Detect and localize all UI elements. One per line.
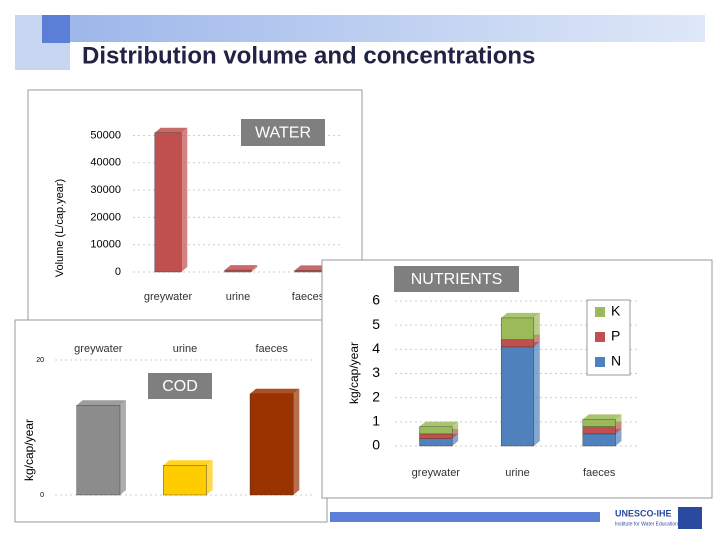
bar-side bbox=[615, 414, 622, 427]
x-tick-label: urine bbox=[226, 291, 250, 303]
chart-label: WATER bbox=[255, 125, 311, 142]
bar bbox=[294, 270, 322, 273]
bar-side bbox=[452, 421, 459, 434]
bar bbox=[249, 393, 294, 496]
x-tick-label: faeces bbox=[255, 343, 288, 355]
y-tick-label: 5 bbox=[372, 316, 380, 332]
bar bbox=[419, 438, 453, 447]
legend-label: P bbox=[611, 328, 620, 344]
y-tick-label: 3 bbox=[372, 364, 380, 380]
bar-side bbox=[533, 312, 540, 340]
bar bbox=[582, 433, 616, 447]
x-tick-label: faeces bbox=[583, 467, 616, 479]
y-tick-label: 0 bbox=[40, 492, 44, 499]
y-tick-label: 2 bbox=[372, 388, 380, 404]
bar bbox=[76, 405, 121, 496]
bar-side bbox=[181, 127, 188, 272]
y-tick-label: 20000 bbox=[90, 211, 121, 223]
legend-box bbox=[586, 299, 631, 376]
bar-top bbox=[419, 421, 459, 427]
y-axis-label: kg/cap/year bbox=[22, 419, 36, 481]
bar-side bbox=[452, 433, 459, 446]
x-tick-label: greywater bbox=[412, 467, 461, 479]
bar bbox=[419, 433, 453, 439]
chart-label: COD bbox=[162, 378, 198, 395]
bar-side bbox=[206, 460, 213, 495]
bar bbox=[224, 269, 252, 273]
legend-swatch bbox=[595, 307, 605, 317]
logo-icon bbox=[678, 507, 702, 529]
bar-top bbox=[250, 388, 300, 394]
x-tick-label: greywater bbox=[144, 291, 193, 303]
chart-label-box bbox=[392, 264, 521, 294]
y-axis-label: kg/cap/year bbox=[347, 342, 361, 404]
y-tick-label: 6 bbox=[372, 292, 380, 308]
bar bbox=[500, 346, 535, 447]
legend-label: N bbox=[611, 353, 621, 369]
chart-label-box bbox=[146, 371, 214, 401]
y-tick-label: 0 bbox=[115, 266, 121, 278]
bar-top bbox=[76, 400, 126, 406]
bar-side bbox=[293, 388, 300, 495]
x-tick-label: greywater bbox=[74, 343, 123, 355]
bar bbox=[582, 426, 616, 435]
bar bbox=[419, 426, 453, 435]
legend-swatch bbox=[595, 332, 605, 342]
chart: 0 1 2 3 4 5 6 kg/cap/year greywater urine faeces NP… bbox=[321, 259, 713, 499]
bar bbox=[163, 465, 207, 496]
bar-top bbox=[501, 312, 540, 318]
bar-side bbox=[120, 400, 126, 495]
chart: 0 20 kg/cap/year greywater urine faeces COD bbox=[14, 319, 328, 523]
bar-top bbox=[154, 127, 188, 133]
bar-top bbox=[224, 265, 258, 271]
logo-subtitle: Institute for Water Education bbox=[615, 521, 678, 527]
bar bbox=[582, 419, 616, 427]
bar bbox=[500, 339, 535, 348]
bar-top bbox=[294, 265, 328, 271]
bar-side bbox=[251, 265, 258, 272]
chart: 0 10000 20000 30000 40000 50000 Volume (L/cap.… bbox=[27, 89, 363, 326]
chart-label: NUTRIENTS bbox=[411, 271, 503, 288]
legend-swatch bbox=[595, 357, 605, 367]
legend-label: K bbox=[611, 303, 621, 319]
header-bar bbox=[70, 15, 705, 42]
deco-square bbox=[42, 15, 70, 43]
bar-side bbox=[615, 421, 622, 434]
slide-title: Distribution volume and concentrations bbox=[82, 42, 535, 69]
logo: UNESCO-IHE bbox=[615, 508, 672, 518]
bar bbox=[500, 317, 535, 340]
charts: 0 10000 20000 30000 40000 50000 Volume (L/cap.… bbox=[14, 89, 713, 523]
footer-bar bbox=[330, 512, 600, 522]
y-tick-label: 4 bbox=[372, 340, 380, 356]
bar-side bbox=[615, 428, 622, 446]
y-tick-label: 0 bbox=[372, 437, 380, 453]
bar-top bbox=[582, 414, 622, 420]
y-tick-label: 10000 bbox=[90, 239, 121, 251]
bar-side bbox=[533, 334, 540, 347]
y-tick-label: 30000 bbox=[90, 184, 121, 196]
y-tick-label: 1 bbox=[372, 413, 380, 429]
bar bbox=[154, 132, 182, 273]
bar-side bbox=[533, 341, 540, 446]
x-tick-label: faeces bbox=[292, 291, 325, 303]
y-tick-label: 50000 bbox=[90, 129, 121, 141]
y-tick-label: 40000 bbox=[90, 157, 121, 169]
x-tick-label: urine bbox=[173, 343, 197, 355]
y-tick-label: 20 bbox=[36, 357, 44, 364]
bar-side bbox=[452, 428, 459, 439]
x-tick-label: urine bbox=[505, 467, 529, 479]
y-axis-label: Volume (L/cap.year) bbox=[54, 179, 66, 277]
bar-top bbox=[163, 460, 213, 466]
chart-label-box bbox=[239, 117, 327, 148]
